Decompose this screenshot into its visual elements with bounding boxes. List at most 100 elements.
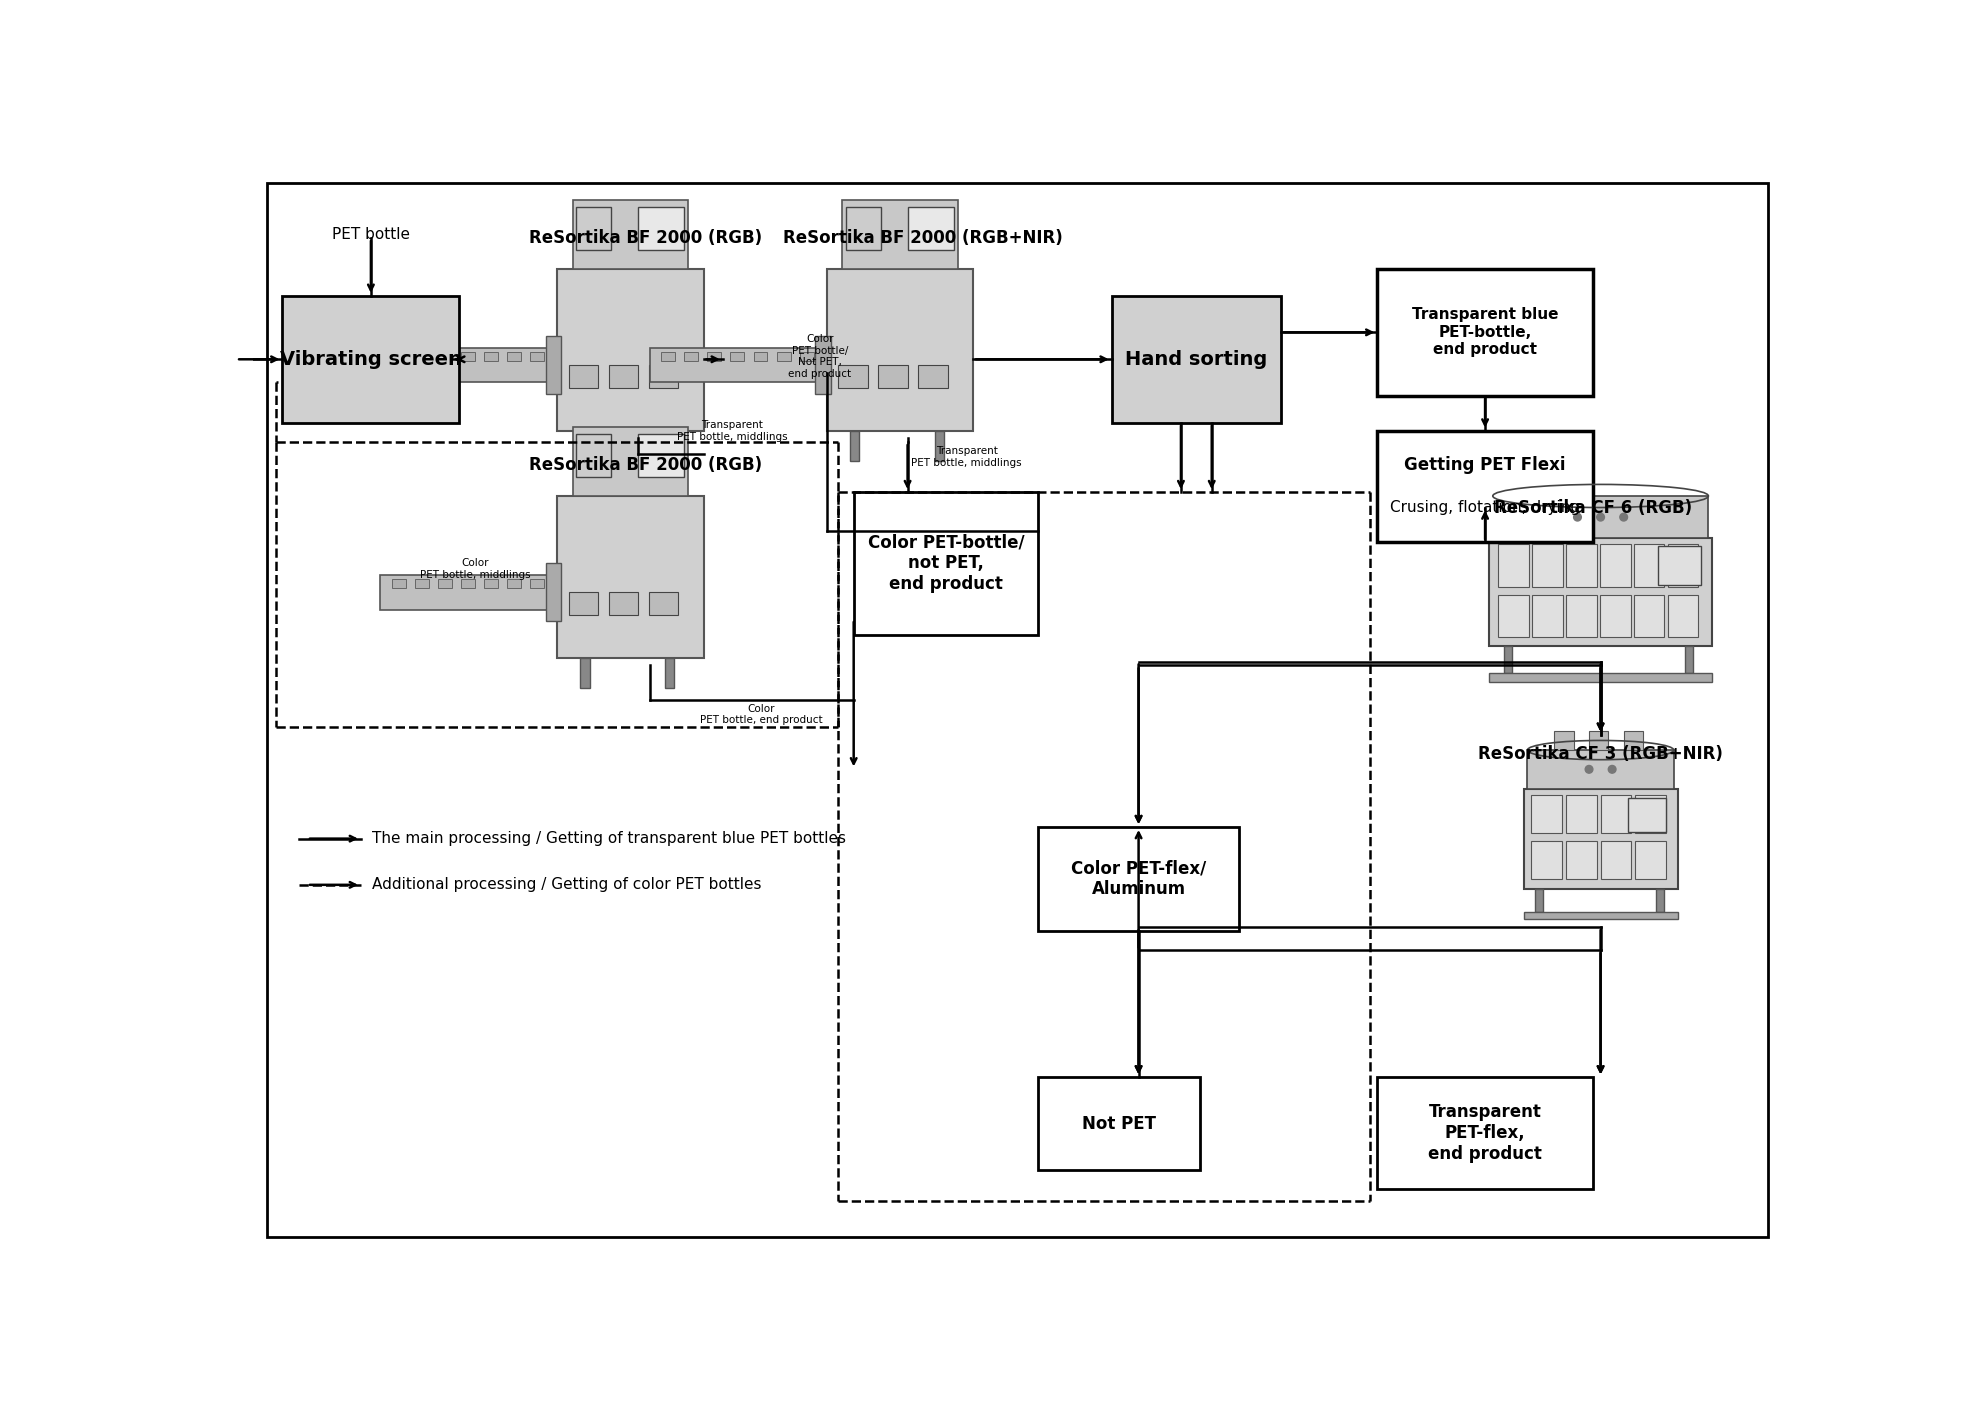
Bar — [1112, 295, 1280, 423]
Bar — [1600, 544, 1630, 586]
Bar — [935, 430, 943, 461]
Bar — [661, 352, 675, 361]
Bar — [1038, 827, 1239, 931]
Text: Color
PET bottle, end product: Color PET bottle, end product — [699, 704, 822, 725]
Bar — [1499, 595, 1528, 637]
Bar — [572, 200, 689, 269]
Text: Getting PET Flexi: Getting PET Flexi — [1403, 456, 1566, 474]
Bar — [1600, 794, 1632, 834]
Circle shape — [1596, 513, 1604, 522]
Bar — [1634, 544, 1665, 586]
Text: ReSortika CF 6 (RGB): ReSortika CF 6 (RGB) — [1495, 499, 1691, 516]
Bar — [649, 366, 679, 388]
Bar — [508, 352, 520, 361]
Bar — [1657, 546, 1701, 585]
Bar — [1566, 595, 1596, 637]
Bar — [850, 430, 860, 461]
Bar — [570, 366, 597, 388]
Text: Transparent
PET bottle, middlings: Transparent PET bottle, middlings — [911, 446, 1022, 468]
Bar — [1489, 673, 1713, 682]
Bar — [576, 207, 611, 250]
Bar — [546, 336, 562, 394]
Bar — [1532, 595, 1562, 637]
Bar — [391, 579, 405, 588]
Bar — [484, 579, 498, 588]
Bar — [1530, 841, 1562, 879]
Bar — [665, 430, 675, 461]
Bar — [558, 269, 703, 430]
Text: Color PET-flex/
Aluminum: Color PET-flex/ Aluminum — [1072, 859, 1207, 898]
Text: Color PET-bottle/
not PET,
end product: Color PET-bottle/ not PET, end product — [867, 533, 1024, 593]
Bar — [685, 352, 699, 361]
Text: Transparent
PET bottle, middlings: Transparent PET bottle, middlings — [677, 420, 788, 441]
Bar — [570, 592, 597, 616]
Circle shape — [1586, 765, 1592, 773]
Bar — [919, 366, 947, 388]
Bar — [846, 207, 881, 250]
Bar — [854, 492, 1038, 634]
Bar — [1590, 731, 1608, 749]
Bar — [415, 352, 429, 361]
Bar — [1534, 889, 1542, 911]
Bar — [1566, 544, 1596, 586]
Text: ReSortika BF 2000 (RGB): ReSortika BF 2000 (RGB) — [530, 229, 762, 247]
Bar — [1378, 430, 1592, 543]
Bar — [508, 579, 520, 588]
Bar — [637, 207, 685, 250]
Text: Color
PET bottle/
Not PET,
end product: Color PET bottle/ Not PET, end product — [788, 335, 852, 380]
Bar — [816, 336, 830, 394]
Bar — [580, 658, 590, 689]
Text: ReSortika BF 2000 (RGB+NIR): ReSortika BF 2000 (RGB+NIR) — [784, 229, 1062, 247]
Bar — [1634, 595, 1665, 637]
Bar — [1600, 841, 1632, 879]
Text: Color
PET bottle, middlings: Color PET bottle, middlings — [419, 558, 530, 579]
Bar — [1493, 496, 1709, 538]
Bar — [530, 352, 544, 361]
Bar — [484, 352, 498, 361]
Bar — [546, 564, 562, 621]
Bar — [1628, 797, 1665, 832]
Bar — [649, 347, 826, 382]
Text: Vibrating screen: Vibrating screen — [280, 350, 463, 368]
Bar — [1038, 1077, 1201, 1170]
Bar — [1378, 269, 1592, 396]
Bar — [1499, 544, 1528, 586]
Bar — [381, 575, 558, 610]
Bar — [1524, 911, 1677, 920]
Bar — [381, 347, 558, 382]
Text: ReSortika CF 3 (RGB+NIR): ReSortika CF 3 (RGB+NIR) — [1479, 745, 1723, 763]
Circle shape — [1620, 513, 1628, 522]
Bar — [707, 352, 721, 361]
Bar — [800, 352, 814, 361]
Bar — [1566, 841, 1596, 879]
Bar — [1489, 538, 1713, 647]
Text: Additional processing / Getting of color PET bottles: Additional processing / Getting of color… — [373, 877, 762, 893]
Bar — [1378, 1077, 1592, 1189]
Bar — [730, 352, 744, 361]
Bar — [637, 434, 685, 477]
Bar — [838, 366, 867, 388]
Bar — [1624, 731, 1644, 749]
Bar — [1524, 789, 1677, 889]
Bar — [576, 434, 611, 477]
Text: Not PET: Not PET — [1082, 1115, 1157, 1132]
Bar — [1667, 544, 1699, 586]
Bar — [1600, 595, 1630, 637]
Bar — [754, 352, 768, 361]
Bar — [530, 579, 544, 588]
Bar — [907, 207, 953, 250]
Circle shape — [1574, 513, 1582, 522]
Bar — [415, 579, 429, 588]
Text: PET bottle: PET bottle — [331, 226, 409, 242]
Bar — [609, 366, 637, 388]
Bar — [1667, 595, 1699, 637]
Circle shape — [1608, 765, 1616, 773]
Text: Hand sorting: Hand sorting — [1125, 350, 1268, 368]
Text: Crusing, flotation, drying: Crusing, flotation, drying — [1390, 501, 1580, 516]
Bar — [1685, 647, 1693, 673]
Bar — [1532, 544, 1562, 586]
Bar — [609, 592, 637, 616]
Bar — [649, 592, 679, 616]
Text: The main processing / Getting of transparent blue PET bottles: The main processing / Getting of transpa… — [373, 831, 846, 846]
Bar — [391, 352, 405, 361]
